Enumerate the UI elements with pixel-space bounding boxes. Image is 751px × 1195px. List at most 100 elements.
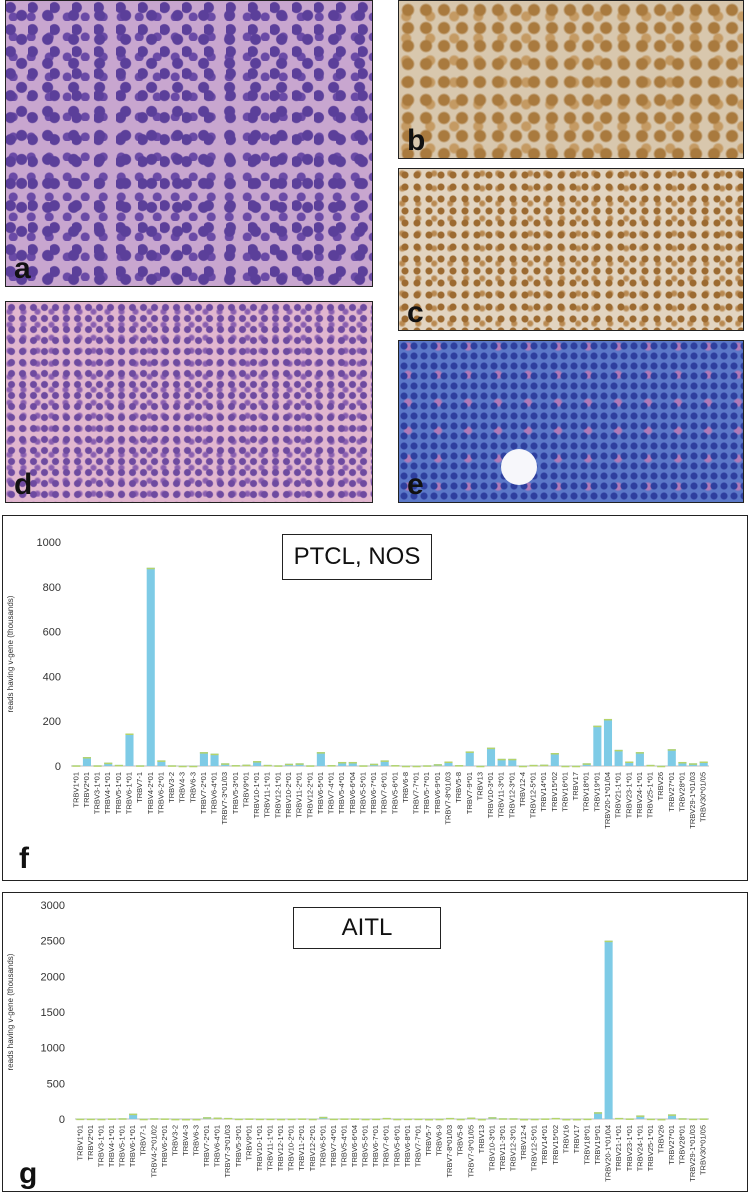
bar [338,761,347,766]
x-tick-label: TRBV5-4*01 [339,1125,348,1167]
bar [668,1114,677,1119]
x-tick-label: TRBV6-9 [435,1125,444,1156]
bar-top-segment [231,765,240,767]
y-tick-label: 2000 [41,971,65,983]
x-tick-label: TRBV5-5*01 [361,1125,370,1167]
bar-top-segment [327,765,336,767]
x-tick-label: TRBV10-1*01 [252,772,261,818]
bar-top-segment [424,1118,433,1121]
y-tick-label: 2500 [41,936,65,948]
x-tick-label: TRBV12-4 [518,772,527,807]
x-tick-label: TRBV11-2*01 [297,1125,306,1171]
x-tick-label: TRBV5-3*01 [231,772,240,814]
bar-top-segment [181,1118,190,1121]
bar-top-segment [203,1117,212,1119]
bar-top-segment [370,763,379,766]
x-tick-label: TRBV7-6*01 [382,1125,391,1167]
panel-a-he-micrograph: a [5,0,373,287]
x-tick-label: TRBV28*01 [677,772,686,812]
bar [444,761,453,766]
x-tick-label: TRBV6-5*01 [316,772,325,814]
x-tick-label: TRBV7-1 [139,1125,148,1156]
x-tick-label: TRBV4-1*01 [107,1125,116,1167]
bar-top-segment [699,1118,708,1120]
bar-top-segment [435,1118,444,1121]
bar-top-segment [263,764,272,767]
chart-f-title: PTCL, NOS [282,534,432,580]
bar-top-segment [477,1118,486,1121]
x-tick-label: TRBV3-1*01 [96,1125,105,1167]
x-tick-label: TRBV6-8 [401,772,410,803]
bar-top-segment [372,1118,381,1121]
x-tick-label: TRBV27*01 [667,1125,676,1165]
x-tick-label: TRBV12-3*01 [509,1125,518,1171]
bar-top-segment [625,761,634,764]
bar-top-segment [689,763,698,765]
x-tick-label: TRBV7-4*01 [327,772,336,814]
x-tick-label: TRBV6-2*01 [156,772,165,814]
x-tick-label: TRBV7-6*01 [380,772,389,814]
bar [157,760,166,766]
bar [625,761,634,766]
x-tick-label: TRBV6-3 [188,772,197,803]
bar-top-segment [295,763,304,765]
x-tick-label: TRBV5-7*01 [422,772,431,814]
x-tick-label: TRBV6-4*01 [213,1125,222,1167]
bar-top-segment [444,761,453,764]
x-tick-label: TRBV6-4*01 [210,772,219,814]
bar [199,752,208,766]
y-axis-label: reads having v-gene (thousands) [6,953,15,1070]
bar-top-segment [351,1118,360,1120]
bar-top-segment [253,761,262,763]
bar-top-segment [465,751,474,753]
bar-top-segment [625,1118,634,1120]
bar-top-segment [167,765,177,767]
bar-top-segment [146,567,155,570]
bar-top-segment [391,765,400,767]
x-tick-label: TRBV1*01 [75,1125,84,1160]
x-tick-label: TRBV17 [572,1125,581,1153]
y-tick-label: 800 [43,582,61,594]
x-tick-label: TRBV13 [477,1125,486,1153]
x-tick-label: TRBV12-1*01 [273,772,282,818]
x-tick-label: TRBV5-6*01 [392,1125,401,1167]
x-tick-label: TRBV5-3*01 [234,1125,243,1167]
x-tick-label: TRBV7-9*01 [465,772,474,814]
bar-top-segment [646,764,655,767]
chart-f-letter: f [19,842,29,875]
bar-top-segment [636,1115,645,1117]
bar-top-segment [414,1118,423,1121]
bar-top-segment [277,1118,286,1121]
x-tick-label: TRBV27*01 [667,772,676,812]
x-tick-label: TRBV10-3*01 [486,772,495,818]
x-tick-label: TRBV12-3*01 [507,772,516,818]
bar [316,752,325,766]
x-tick-label: TRBV12-1*01 [276,1125,285,1171]
bar [253,761,262,766]
x-tick-label: TRBV7-8*01/03 [445,1125,454,1178]
x-tick-label: TRBV23-1*01 [625,1125,634,1171]
x-tick-label: TRBV24-1*01 [635,772,644,818]
bar-top-segment [582,763,591,765]
x-tick-label: TRBV13 [475,772,484,800]
bar-top-segment [594,1112,603,1114]
x-tick-label: TRBV4-1*01 [103,772,112,814]
x-tick-label: TRBV7-3*01/03 [220,772,229,825]
bar [614,749,623,766]
x-tick-label: TRBV18*01 [582,772,591,812]
chart-g-aitl: 0 500 1000 1500 2000 2500 3000 reads having v-g… [6,900,709,1182]
bar-top-segment [298,1118,307,1120]
x-tick-label: TRBV11-1*01 [265,1125,274,1171]
bar-top-segment [498,1118,507,1120]
y-axis-label: reads having v-gene (thousands) [6,595,15,712]
x-tick-label: TRBV7-1 [135,772,144,803]
bar-top-segment [104,762,113,765]
bar [210,753,219,766]
bar-top-segment [72,765,81,767]
x-tick-label: TRBV6-7*01 [369,772,378,814]
x-tick-label: TRBV6-3 [192,1125,201,1156]
x-tick-label: TRBV7-8*01/03 [443,772,452,825]
bar [508,758,517,766]
bar-top-segment [508,758,517,761]
y-tick-label: 200 [43,716,61,728]
